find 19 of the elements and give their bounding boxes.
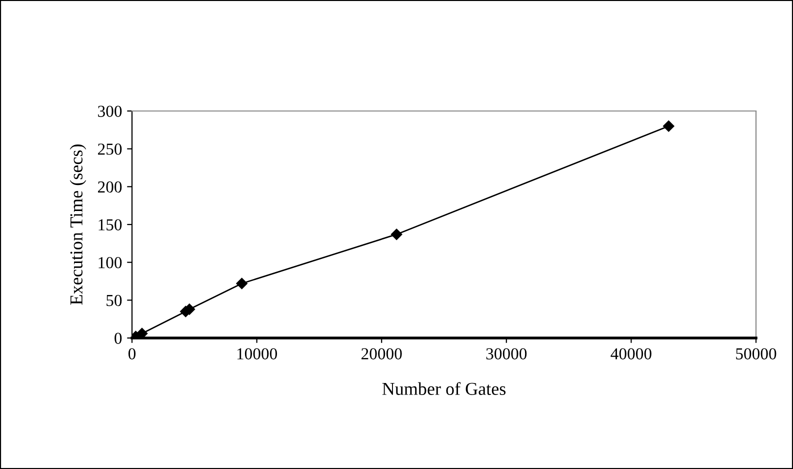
x-tick-label: 30000 [486,348,527,360]
y-tick-label: 300 [98,106,122,117]
x-tick-label: 0 [128,348,136,360]
y-tick-label: 250 [98,144,122,155]
x-tick-label: 40000 [610,348,652,360]
point [390,228,402,240]
y-tick-label: 200 [98,181,122,193]
y-tick-label: 100 [98,257,122,268]
y-tick-label: 50 [106,294,122,306]
x-tick-label: 10000 [237,348,277,360]
point [236,278,248,290]
point [136,328,148,338]
x-tick-label: 50000 [736,348,776,360]
y-tick-label: 0 [114,332,122,344]
x-axis-title: Number of Gates [382,382,506,395]
x-tick-label: 20000 [362,348,402,360]
point [663,120,674,132]
y-tick-label: 150 [98,219,122,230]
y-axis-title: Execution Time (secs) [70,144,86,305]
